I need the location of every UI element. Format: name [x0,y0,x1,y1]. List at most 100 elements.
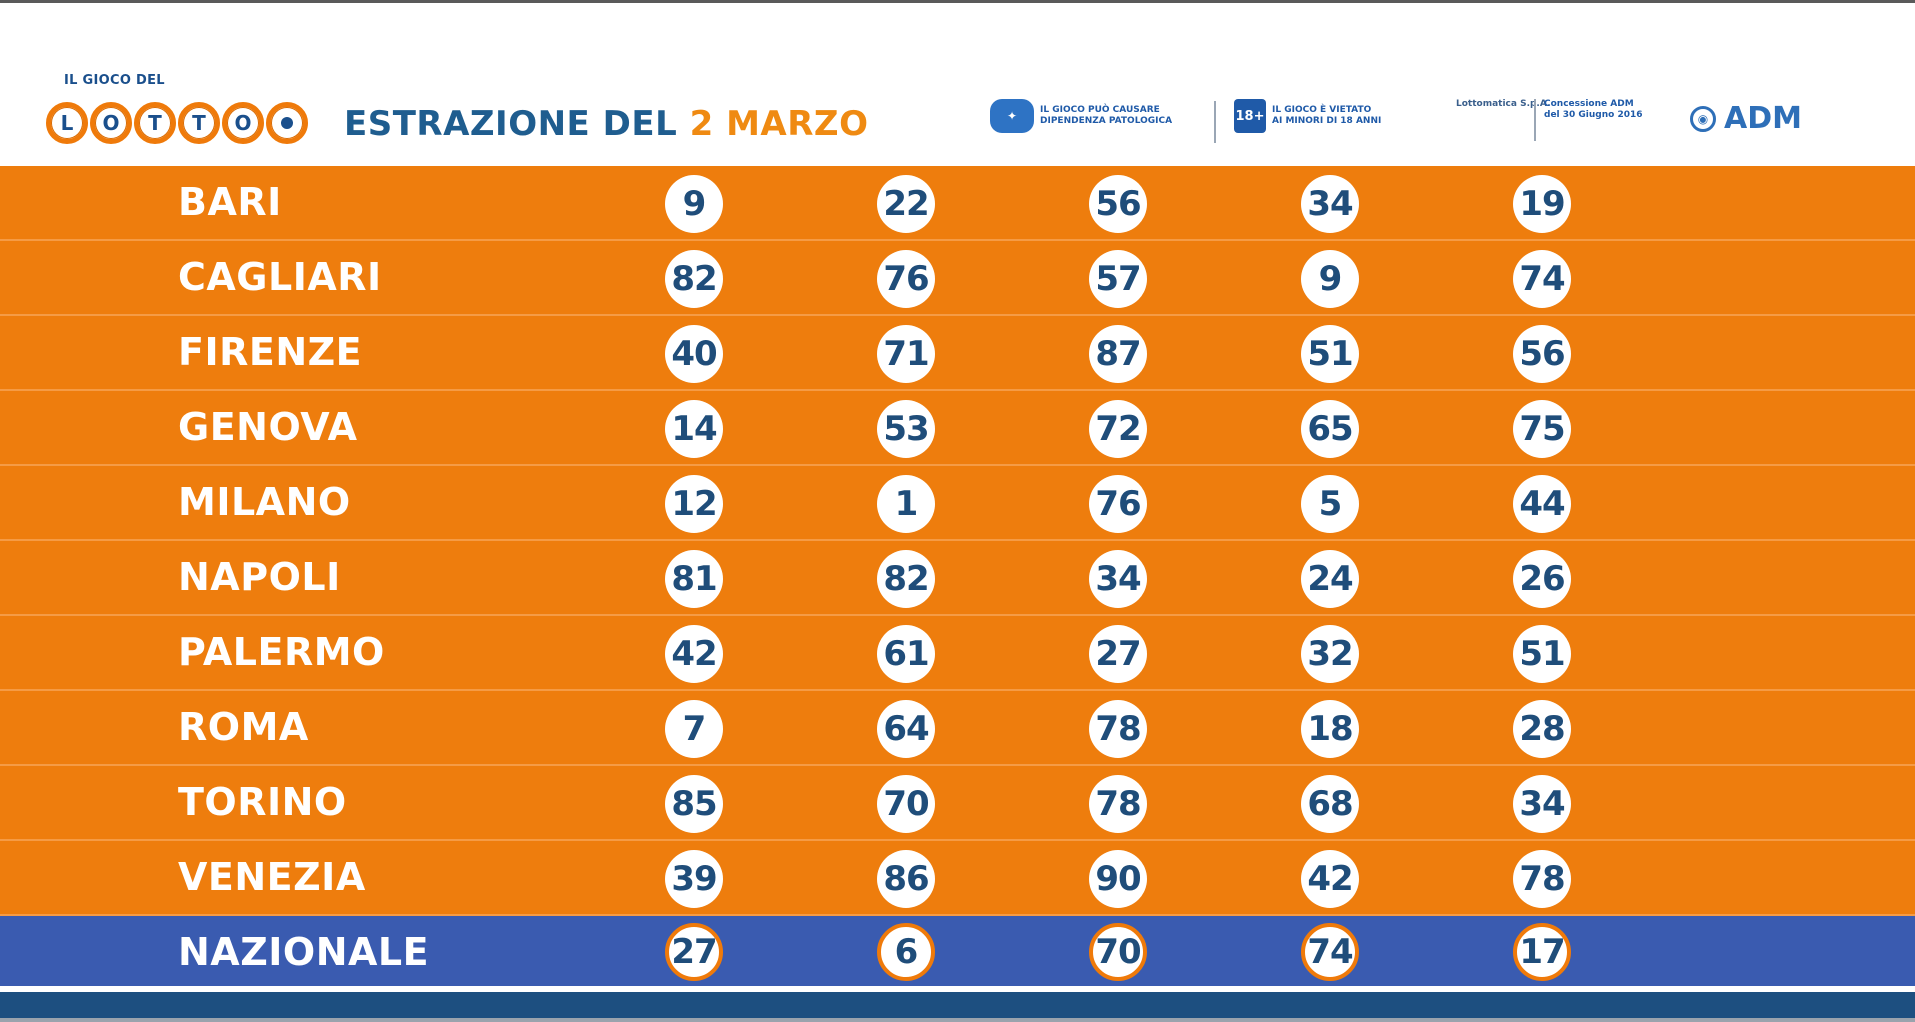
number-ball: 65 [1301,400,1359,458]
logo-balls: L O T T O [46,97,310,149]
results-table: BARI 9 22 56 34 19 CAGLIARI 82 76 57 9 7… [0,166,1915,988]
gambling-warning-text: IL GIOCO PUÒ CAUSARE DIPENDENZA PATOLOGI… [1040,105,1172,127]
number-ball: 71 [877,325,935,383]
table-row: ROMA 7 64 78 18 28 [0,691,1915,766]
number-ball: 72 [1089,400,1147,458]
concessionaire: Lottomatica S.p.A. [1456,99,1550,110]
adm-label: ADM [1724,101,1802,136]
logo-letter: O [222,102,264,144]
city-name: FIRENZE [178,330,363,374]
number-ball: 14 [665,400,723,458]
number-ball: 57 [1089,250,1147,308]
number-ball: 76 [1089,475,1147,533]
top-border [0,0,1915,3]
number-ball: 34 [1513,775,1571,833]
table-row: GENOVA 14 53 72 65 75 [0,391,1915,466]
table-row: NAPOLI 81 82 34 24 26 [0,541,1915,616]
concession-info: Concessione ADM del 30 Giugno 2016 [1544,99,1643,121]
number-ball: 87 [1089,325,1147,383]
page-title: ESTRAZIONE DEL 2 MARZO [344,104,868,144]
number-ball: 44 [1513,475,1571,533]
number-ball: 17 [1513,923,1571,981]
minors-warning-line1: IL GIOCO È VIETATO [1272,105,1372,115]
divider [1214,101,1216,143]
number-ball: 42 [1301,850,1359,908]
number-ball: 39 [665,850,723,908]
number-ball: 56 [1089,175,1147,233]
number-ball: 82 [665,250,723,308]
adm-emblem-icon: ◉ [1690,105,1716,132]
number-ball: 76 [877,250,935,308]
concession-line1: Concessione ADM [1544,99,1634,109]
number-ball: 34 [1301,175,1359,233]
number-ball: 7 [665,700,723,758]
footer-border [0,1018,1915,1022]
table-row-nazionale: NAZIONALE 27 6 70 74 17 [0,916,1915,988]
number-ball: 32 [1301,625,1359,683]
gambling-warning-line2: DIPENDENZA PATOLOGICA [1040,116,1173,126]
footer-bar [0,992,1915,1018]
city-name: ROMA [178,705,309,749]
number-ball: 90 [1089,850,1147,908]
number-ball: 9 [1301,250,1359,308]
city-name: TORINO [178,780,347,824]
number-ball: 40 [665,325,723,383]
minors-warning-line2: AI MINORI DI 18 ANNI [1272,116,1382,126]
number-ball: 75 [1513,400,1571,458]
number-ball: 19 [1513,175,1571,233]
number-ball: 78 [1089,775,1147,833]
number-ball: 18 [1301,700,1359,758]
number-ball: 1 [877,475,935,533]
city-name: BARI [178,180,282,224]
number-ball: 5 [1301,475,1359,533]
number-ball: 81 [665,550,723,608]
number-ball: 53 [877,400,935,458]
logo-letter: T [178,102,220,144]
number-ball: 51 [1301,325,1359,383]
logo-letter: L [46,102,88,144]
footer-gap [0,986,1915,992]
concession-line2: del 30 Giugno 2016 [1544,110,1643,120]
lotto-logo: IL GIOCO DEL L O T T O [46,73,308,153]
gambling-warning-icon: ✦ [990,99,1034,133]
number-ball: 82 [877,550,935,608]
number-ball: 74 [1301,923,1359,981]
header: IL GIOCO DEL L O T T O ESTRAZIONE DEL 2 … [0,3,1915,166]
number-ball: 70 [877,775,935,833]
number-ball: 24 [1301,550,1359,608]
minors-warning: 18+ IL GIOCO È VIETATO AI MINORI DI 18 A… [1234,99,1381,133]
table-row: BARI 9 22 56 34 19 [0,166,1915,241]
table-row: PALERMO 42 61 27 32 51 [0,616,1915,691]
city-name: NAPOLI [178,555,341,599]
number-ball: 86 [877,850,935,908]
number-ball: 34 [1089,550,1147,608]
number-ball: 56 [1513,325,1571,383]
concession-text: Concessione ADM del 30 Giugno 2016 [1544,99,1643,121]
table-row: VENEZIA 39 86 90 42 78 [0,841,1915,916]
table-row: FIRENZE 40 71 87 51 56 [0,316,1915,391]
adm-logo: ◉ ADM [1690,101,1802,136]
number-ball: 64 [877,700,935,758]
gambling-warning: ✦ IL GIOCO PUÒ CAUSARE DIPENDENZA PATOLO… [990,99,1172,133]
number-ball: 68 [1301,775,1359,833]
logo-dot-icon [266,102,308,144]
number-ball: 26 [1513,550,1571,608]
number-ball: 74 [1513,250,1571,308]
logo-top-text: IL GIOCO DEL [64,73,165,88]
title-prefix: ESTRAZIONE DEL [344,104,678,144]
number-ball: 22 [877,175,935,233]
number-ball: 27 [665,923,723,981]
city-name: PALERMO [178,630,385,674]
city-name: CAGLIARI [178,255,382,299]
number-ball: 42 [665,625,723,683]
number-ball: 6 [877,923,935,981]
number-ball: 28 [1513,700,1571,758]
table-row: CAGLIARI 82 76 57 9 74 [0,241,1915,316]
number-ball: 51 [1513,625,1571,683]
title-date: 2 MARZO [689,104,869,144]
concessionaire-text: Lottomatica S.p.A. [1456,99,1551,109]
number-ball: 61 [877,625,935,683]
number-ball: 70 [1089,923,1147,981]
table-row: TORINO 85 70 78 68 34 [0,766,1915,841]
number-ball: 78 [1513,850,1571,908]
